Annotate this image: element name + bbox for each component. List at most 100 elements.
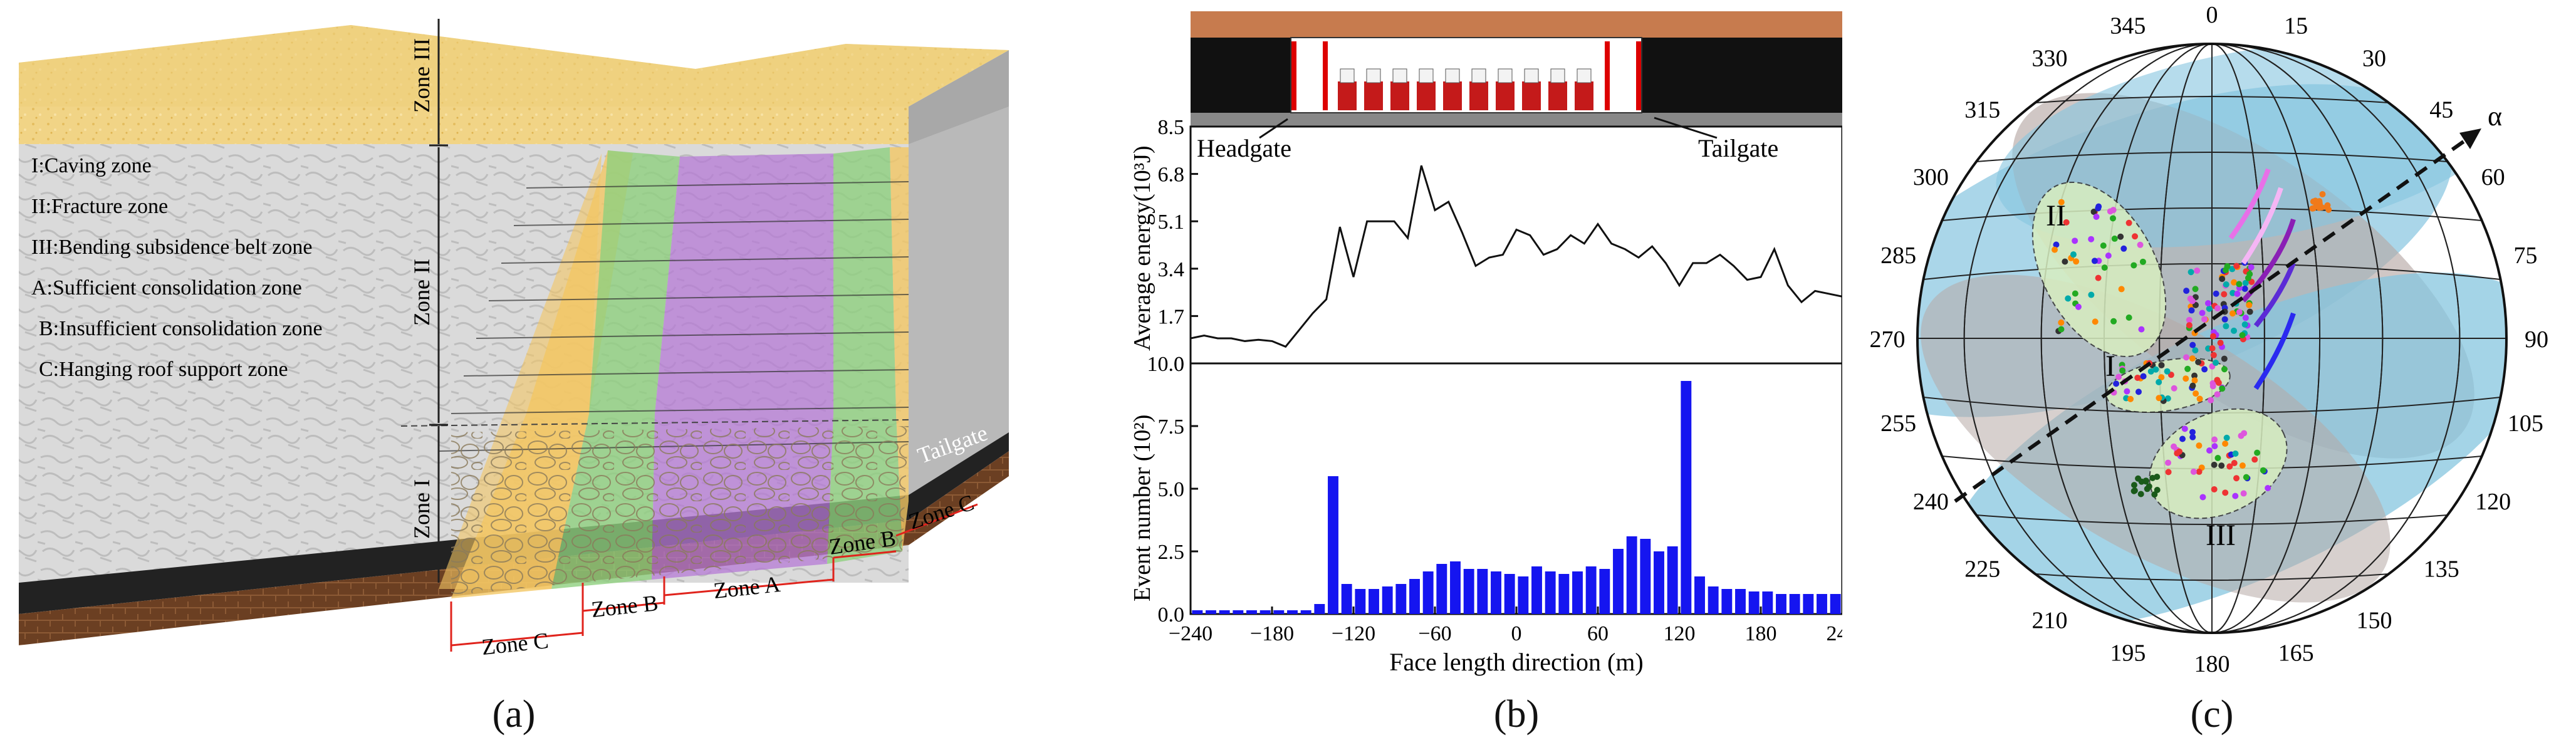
event-bars xyxy=(1192,381,1841,614)
trace-streak xyxy=(2253,262,2296,328)
event-bar xyxy=(1395,584,1407,614)
scatter-point xyxy=(2156,395,2162,402)
scatter-point xyxy=(2310,198,2317,205)
event-bar xyxy=(1287,610,1298,614)
panel-b-chart: Headgate Tailgate 8.5 6.8 5.1 3.4 1.7 0 10.0 7… xyxy=(1129,11,1859,676)
scatter-point xyxy=(2118,286,2125,293)
scatter-point xyxy=(2232,450,2239,457)
scatter-point xyxy=(2190,468,2197,475)
event-bar xyxy=(1409,579,1420,614)
support-canopy xyxy=(1419,68,1434,83)
zone-i-label: Zone I xyxy=(409,479,434,539)
group-i-label: I xyxy=(2105,350,2115,383)
event-bar xyxy=(1545,571,1556,614)
event-bar xyxy=(1504,574,1515,614)
scatter-point xyxy=(2239,462,2246,469)
event-bar xyxy=(1518,576,1529,614)
scatter-point xyxy=(2192,286,2199,293)
scatter-point xyxy=(2233,263,2240,269)
scatter-point xyxy=(2140,373,2147,380)
scatter-point xyxy=(2218,462,2225,469)
group-iii-label: III xyxy=(2206,519,2236,552)
scatter-point xyxy=(2211,486,2218,492)
azimuth-label: 285 xyxy=(1880,242,1916,269)
caving-zone-pebbles xyxy=(451,426,909,595)
azimuth-label: 120 xyxy=(2475,489,2511,515)
event-bar xyxy=(1681,381,1692,614)
event-bar xyxy=(1599,569,1610,614)
scatter-point xyxy=(2217,340,2224,346)
zone-c-left-label: Zone C xyxy=(481,628,550,660)
event-bar xyxy=(1355,589,1366,614)
azimuth-label: 345 xyxy=(2110,13,2146,39)
support-canopy xyxy=(1550,68,1565,83)
scatter-point xyxy=(2189,298,2196,305)
scatter-point xyxy=(2189,434,2196,440)
support-canopy xyxy=(1340,68,1355,83)
azimuth-label: 60 xyxy=(2481,164,2505,190)
scatter-point xyxy=(2125,219,2132,226)
scatter-point xyxy=(2236,281,2243,288)
energy-tick-label: 6.8 xyxy=(1158,164,1185,187)
scatter-point xyxy=(2090,209,2097,216)
scatter-point xyxy=(2209,333,2216,340)
event-bar xyxy=(1654,551,1664,614)
scatter-point xyxy=(2095,205,2102,212)
support-canopy xyxy=(1471,68,1486,83)
scatter-point xyxy=(2196,442,2203,449)
energy-tick-label: 8.5 xyxy=(1158,116,1185,139)
scatter-point xyxy=(2251,456,2258,463)
scatter-point xyxy=(2189,341,2196,348)
alpha-direction-line xyxy=(1954,136,2470,503)
scatter-point xyxy=(2107,208,2114,215)
event-bar xyxy=(1382,586,1393,614)
scatter-point xyxy=(2142,477,2149,484)
scatter-point xyxy=(2120,245,2127,252)
x-tick-label: 240 xyxy=(1827,622,1843,645)
tailgate-label: Tailgate xyxy=(1698,134,1778,162)
scatter-point xyxy=(2100,242,2107,249)
support-unit xyxy=(1575,81,1593,110)
scatter-point xyxy=(2053,241,2060,248)
support-unit xyxy=(1496,81,1515,110)
event-tick-label: 5.0 xyxy=(1158,478,1185,501)
scatter-point xyxy=(2165,459,2172,466)
scatter-point xyxy=(2231,460,2238,467)
scatter-point xyxy=(2229,310,2236,317)
x-tick-label: 120 xyxy=(1664,622,1696,645)
grey-band-2 xyxy=(1921,274,2391,603)
scatter-point xyxy=(2246,301,2253,308)
panel-c-label: (c) xyxy=(2190,693,2234,736)
legend-item-hanging-roof: C:Hanging roof support zone xyxy=(39,358,288,381)
azimuth-label: 225 xyxy=(1964,556,2000,582)
scatter-point xyxy=(2194,268,2201,274)
scatter-point xyxy=(2232,492,2239,499)
event-bar xyxy=(1721,589,1733,614)
scatter-point xyxy=(2088,291,2095,298)
scatter-point xyxy=(2115,373,2122,380)
event-bar xyxy=(1328,476,1338,614)
support-unit xyxy=(1390,81,1409,110)
event-bar xyxy=(1463,569,1474,614)
azimuth-label: 330 xyxy=(2032,45,2068,71)
event-bar xyxy=(1246,610,1257,614)
event-bar xyxy=(1314,604,1325,614)
longwall-face-illustration xyxy=(1191,11,1842,127)
event-bar xyxy=(1341,584,1352,614)
energy-series-line xyxy=(1190,165,1843,348)
scatter-point xyxy=(2192,347,2199,354)
event-bar xyxy=(1667,546,1678,614)
energy-y-ticks: 8.5 6.8 5.1 3.4 1.7 0 xyxy=(1158,116,1198,376)
azimuth-label: 300 xyxy=(1913,164,1949,190)
panel-c-stereonet: 0 15 30 45 60 75 90 105 120 135 150 165 180 195 210 225… xyxy=(1870,2,2549,677)
support-canopy xyxy=(1524,68,1539,83)
scatter-point xyxy=(2189,429,2196,435)
azimuth-label: 105 xyxy=(2508,410,2543,437)
azimuth-label: 135 xyxy=(2424,556,2459,582)
scatter-point xyxy=(2144,486,2151,492)
support-unit xyxy=(1364,81,1383,110)
scatter-point xyxy=(2208,397,2214,404)
scatter-point xyxy=(2113,380,2120,387)
scatter-point xyxy=(2254,449,2261,456)
event-bar xyxy=(1817,594,1827,614)
